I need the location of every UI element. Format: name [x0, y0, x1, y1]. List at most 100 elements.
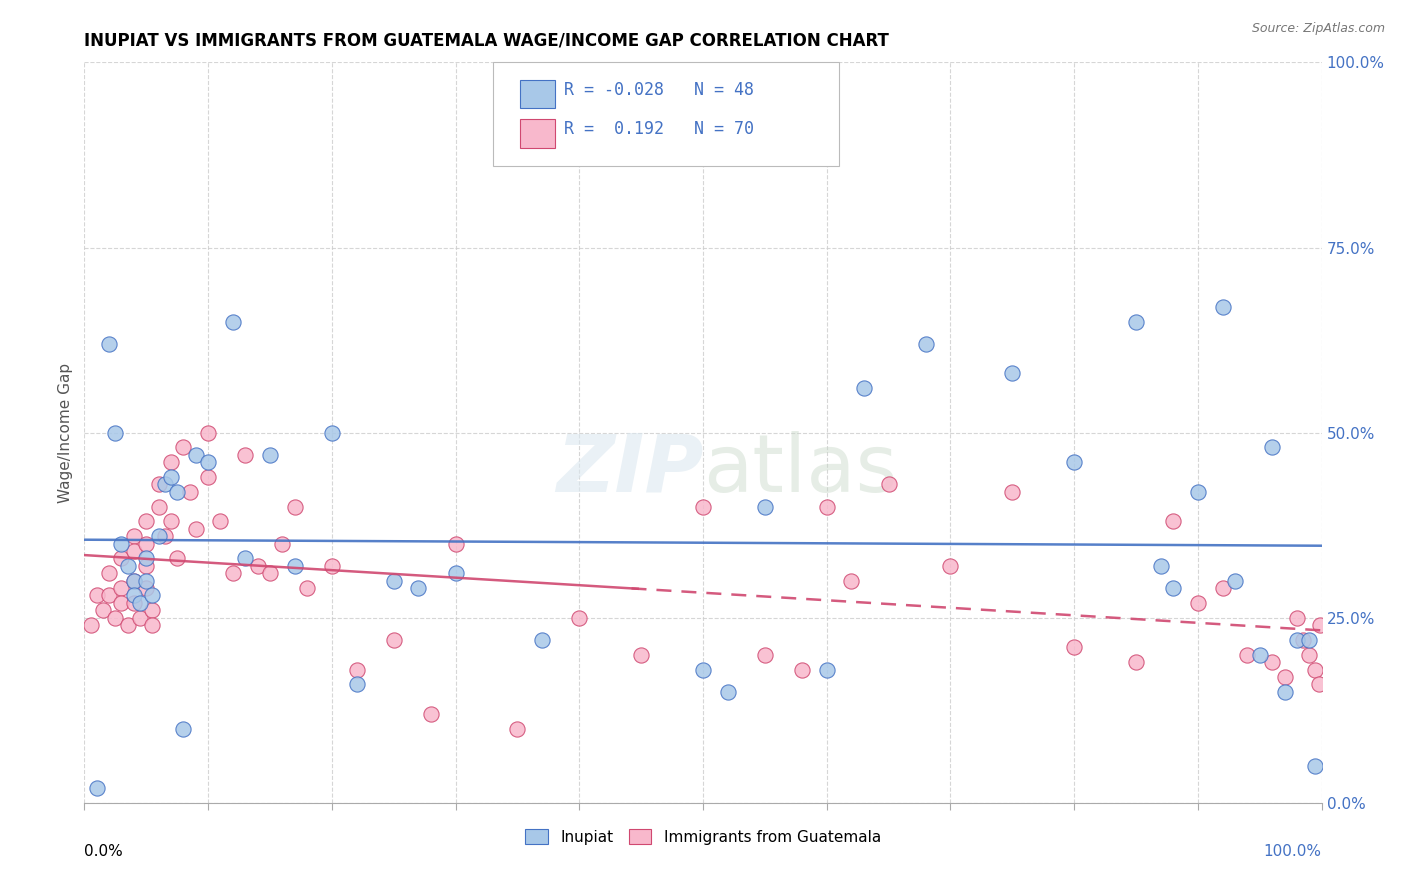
Point — [1274, 685, 1296, 699]
Point — [117, 618, 139, 632]
Text: ZIP: ZIP — [555, 431, 703, 508]
Point — [346, 677, 368, 691]
Point — [754, 500, 776, 514]
Point — [160, 455, 183, 469]
Point — [197, 425, 219, 440]
Point — [122, 596, 145, 610]
Text: R = -0.028   N = 48: R = -0.028 N = 48 — [564, 81, 755, 99]
Point — [135, 574, 157, 588]
Point — [148, 500, 170, 514]
Point — [110, 536, 132, 550]
Point — [179, 484, 201, 499]
Point — [166, 484, 188, 499]
Point — [1249, 648, 1271, 662]
Point — [321, 425, 343, 440]
Point — [271, 536, 294, 550]
Point — [1161, 581, 1184, 595]
Point — [148, 477, 170, 491]
Text: INUPIAT VS IMMIGRANTS FROM GUATEMALA WAGE/INCOME GAP CORRELATION CHART: INUPIAT VS IMMIGRANTS FROM GUATEMALA WAG… — [84, 32, 889, 50]
Point — [246, 558, 269, 573]
Point — [98, 589, 121, 603]
Point — [98, 336, 121, 351]
Point — [1309, 618, 1331, 632]
Point — [233, 551, 256, 566]
Point — [209, 515, 232, 529]
Point — [110, 551, 132, 566]
Point — [531, 632, 554, 647]
Point — [79, 618, 101, 632]
Point — [1274, 670, 1296, 684]
Point — [98, 566, 121, 581]
Point — [815, 663, 838, 677]
Point — [321, 558, 343, 573]
Point — [382, 574, 405, 588]
Point — [346, 663, 368, 677]
Point — [408, 581, 430, 595]
Point — [259, 566, 281, 581]
Point — [184, 448, 207, 462]
Point — [1285, 632, 1308, 647]
Point — [184, 522, 207, 536]
Point — [104, 425, 127, 440]
Point — [1212, 300, 1234, 314]
Point — [382, 632, 405, 647]
Point — [1292, 632, 1315, 647]
Point — [1001, 484, 1024, 499]
Point — [1125, 655, 1147, 669]
Point — [1298, 648, 1320, 662]
Point — [153, 477, 176, 491]
Point — [754, 648, 776, 662]
Point — [815, 500, 838, 514]
Point — [160, 470, 183, 484]
Point — [1125, 314, 1147, 328]
Point — [939, 558, 962, 573]
Point — [852, 381, 875, 395]
Text: 0.0%: 0.0% — [84, 844, 124, 858]
Text: 100.0%: 100.0% — [1264, 844, 1322, 858]
Point — [197, 455, 219, 469]
Point — [166, 551, 188, 566]
Point — [222, 566, 245, 581]
Point — [841, 574, 863, 588]
Point — [444, 566, 467, 581]
Point — [1261, 441, 1284, 455]
Point — [1285, 610, 1308, 624]
Point — [444, 536, 467, 550]
Point — [222, 314, 245, 328]
Text: Source: ZipAtlas.com: Source: ZipAtlas.com — [1251, 22, 1385, 36]
Point — [122, 589, 145, 603]
Point — [172, 441, 194, 455]
Point — [122, 529, 145, 543]
Legend: Inupiat, Immigrants from Guatemala: Inupiat, Immigrants from Guatemala — [519, 822, 887, 851]
Text: R =  0.192   N = 70: R = 0.192 N = 70 — [564, 120, 755, 138]
Point — [91, 603, 114, 617]
Point — [877, 477, 900, 491]
Point — [86, 780, 108, 795]
Point — [1161, 515, 1184, 529]
Point — [1305, 663, 1327, 677]
Point — [122, 574, 145, 588]
Point — [1187, 484, 1209, 499]
Point — [129, 596, 152, 610]
Point — [86, 589, 108, 603]
Point — [1150, 558, 1173, 573]
Point — [1308, 677, 1330, 691]
FancyBboxPatch shape — [520, 120, 554, 147]
Point — [259, 448, 281, 462]
Point — [135, 515, 157, 529]
Point — [141, 618, 163, 632]
Point — [135, 581, 157, 595]
Point — [506, 722, 529, 736]
Point — [630, 648, 652, 662]
Point — [122, 574, 145, 588]
Point — [141, 603, 163, 617]
Point — [284, 500, 307, 514]
Point — [1187, 596, 1209, 610]
Point — [129, 610, 152, 624]
Point — [419, 706, 441, 721]
Point — [153, 529, 176, 543]
Point — [135, 536, 157, 550]
Point — [1001, 367, 1024, 381]
Point — [692, 663, 714, 677]
Y-axis label: Wage/Income Gap: Wage/Income Gap — [58, 362, 73, 503]
